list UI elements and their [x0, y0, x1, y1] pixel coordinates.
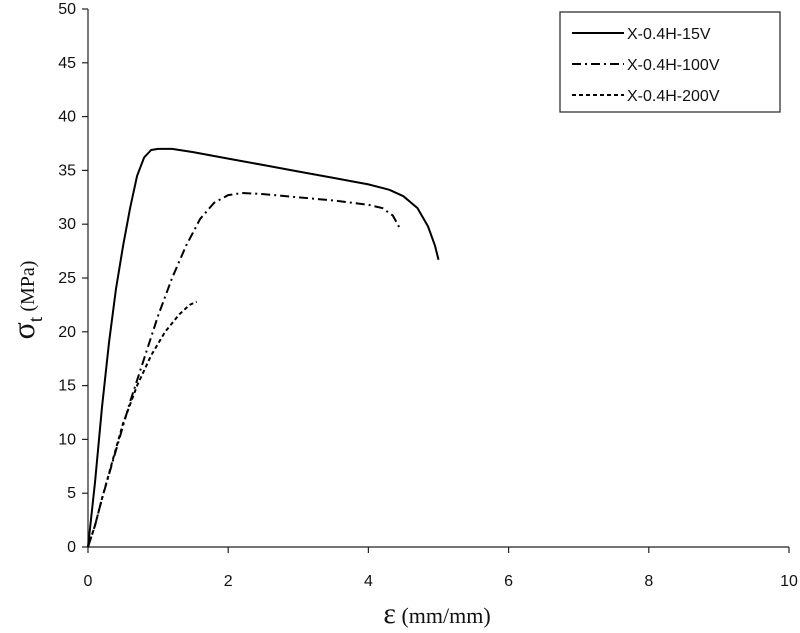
x-tick-label: 2: [224, 573, 233, 590]
x-tick-label: 0: [84, 573, 93, 590]
y-tick-label: 15: [58, 378, 76, 395]
series-layer: [87, 147, 440, 548]
y-tick-label: 20: [58, 324, 76, 341]
y-tick-label: 25: [58, 270, 76, 287]
x-axis-title: ε (mm/mm): [383, 597, 490, 630]
x-axis-unit: (mm/mm): [396, 603, 491, 628]
x-axis-ticks: 0 2 4 6 8 10: [84, 547, 798, 590]
x-tick-label: 8: [644, 573, 653, 590]
x-axis-symbol: ε: [383, 597, 396, 630]
y-tick-label: 5: [67, 485, 76, 502]
x-tick-label: 6: [504, 573, 513, 590]
series-line-1: [87, 147, 440, 548]
y-axis-ticks: 0 5 10 15 20 25 30 35 40 45 50: [58, 1, 88, 556]
x-tick-label: 4: [364, 573, 373, 590]
y-tick-label: 30: [58, 216, 76, 233]
y-tick-label: 35: [58, 162, 76, 179]
x-tick-label: 10: [780, 573, 798, 590]
y-axis-subscript: t: [25, 316, 47, 322]
series-line-2: [87, 192, 401, 548]
legend-label-2: X-0.4H-100V: [627, 57, 720, 74]
y-tick-label: 0: [67, 539, 76, 556]
y-tick-label: 10: [58, 431, 76, 448]
legend-label-1: X-0.4H-15V: [627, 26, 711, 43]
legend: X-0.4H-15V X-0.4H-100V X-0.4H-200V: [559, 11, 781, 113]
y-axis-title: σt (MPa): [5, 261, 47, 340]
y-tick-label: 50: [58, 1, 76, 18]
legend-label-3: X-0.4H-200V: [627, 88, 720, 105]
series-line-3: [87, 300, 198, 548]
y-axis-symbol: σ: [5, 322, 41, 339]
y-tick-label: 40: [58, 109, 76, 126]
y-axis-unit: (MPa): [17, 261, 39, 317]
y-tick-label: 45: [58, 55, 76, 72]
